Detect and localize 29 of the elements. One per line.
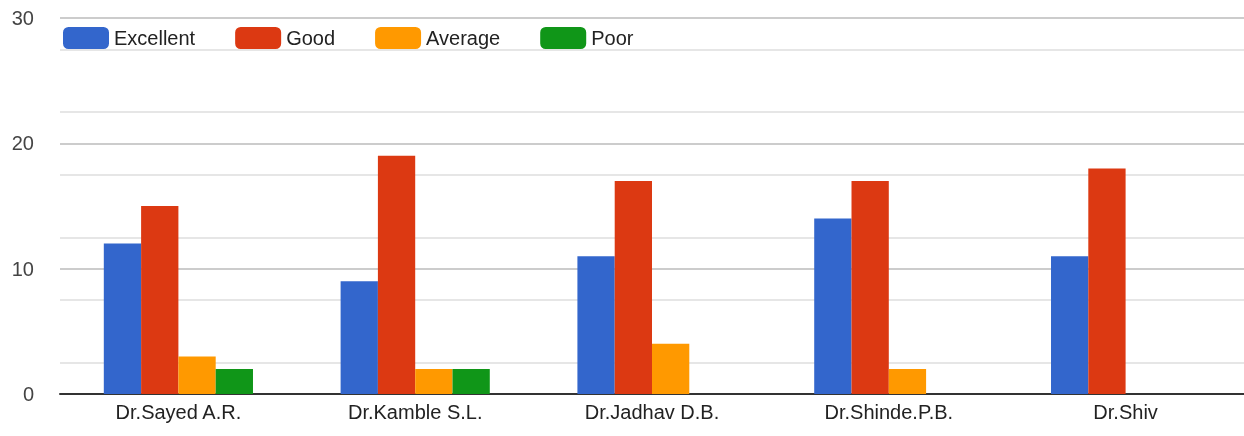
bar bbox=[652, 343, 690, 394]
bar bbox=[415, 368, 453, 394]
legend-label: Poor bbox=[591, 27, 634, 49]
bar bbox=[452, 368, 490, 394]
bar bbox=[103, 243, 142, 394]
legend-label: Excellent bbox=[114, 27, 196, 49]
x-tick-label: Dr.Kamble S.L. bbox=[347, 401, 483, 423]
y-tick-label: 20 bbox=[11, 132, 34, 155]
y-tick-label: 0 bbox=[22, 383, 34, 405]
x-tick-label: Dr.Jadhav D.B. bbox=[584, 401, 720, 423]
bar bbox=[1088, 168, 1126, 394]
legend-label: Average bbox=[426, 27, 501, 49]
x-tick-label: Dr.Shinde.P.B. bbox=[824, 401, 954, 423]
bar bbox=[888, 368, 927, 394]
x-tick-label: Dr.Shiv bbox=[1093, 401, 1158, 423]
bar bbox=[577, 256, 615, 394]
bar bbox=[178, 356, 216, 394]
bar bbox=[141, 206, 179, 394]
y-tick-label: 10 bbox=[11, 257, 34, 280]
bar bbox=[340, 281, 378, 394]
bar bbox=[377, 155, 416, 394]
bar bbox=[1051, 256, 1089, 394]
bar bbox=[614, 180, 652, 394]
bar bbox=[215, 368, 253, 394]
y-tick-label: 30 bbox=[11, 7, 34, 29]
bar bbox=[814, 218, 852, 394]
bar bbox=[851, 180, 889, 394]
legend-label: Good bbox=[286, 27, 336, 49]
x-tick-label: Dr.Sayed A.R. bbox=[115, 401, 242, 423]
